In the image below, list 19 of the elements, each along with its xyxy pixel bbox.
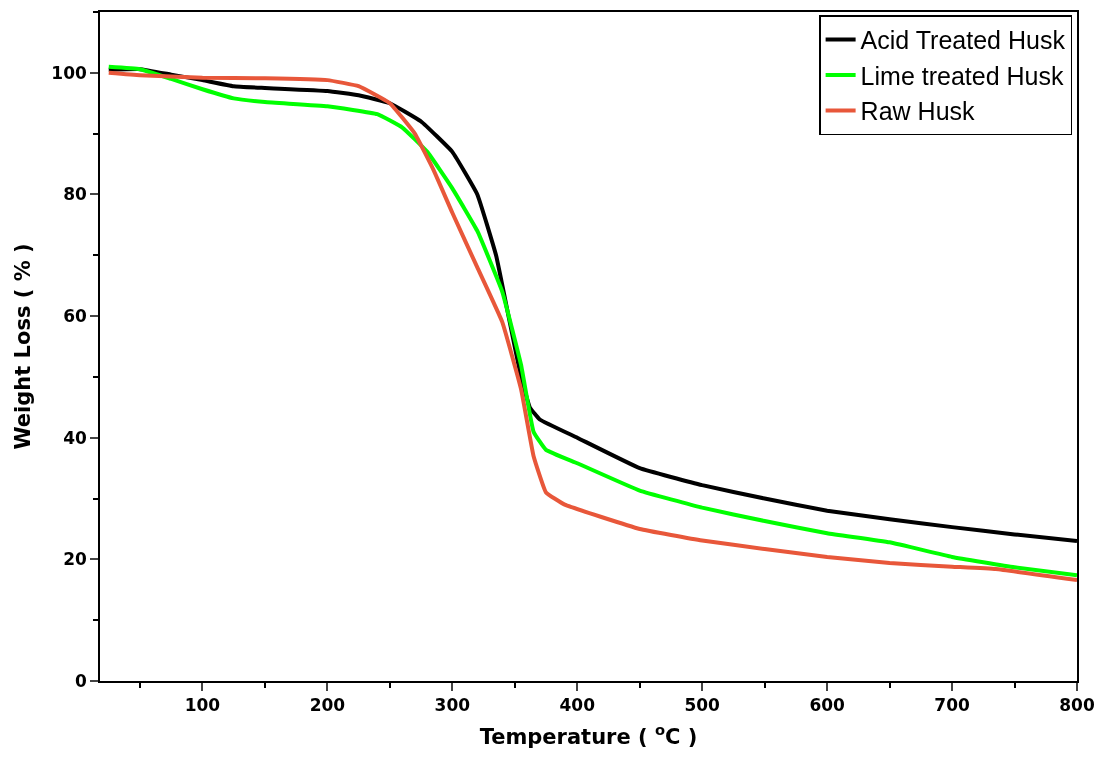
y-tick-label: 0	[75, 670, 88, 691]
x-tick-label: 300	[434, 695, 471, 716]
x-tick-label: 500	[684, 695, 721, 716]
y-tick-label: 100	[51, 62, 88, 83]
x-tick-label: 700	[934, 695, 970, 716]
y-tick-label: 60	[63, 306, 88, 327]
x-tick-label: 400	[559, 695, 596, 716]
legend-label: Acid Treated Husk	[860, 26, 1066, 55]
x-axis-title: Temperature ( $^{o}$C )	[479, 721, 698, 749]
y-tick-label: 40	[63, 427, 88, 448]
x-tick-label: 800	[1059, 695, 1095, 716]
x-tick-label: 200	[309, 695, 346, 716]
y-axis-title: Weight Loss ( % )	[11, 243, 35, 450]
legend-label: Lime treated Husk	[860, 61, 1064, 90]
x-tick-label: 600	[809, 695, 846, 716]
y-tick-label: 20	[63, 549, 88, 570]
x-tick-label: 100	[184, 695, 221, 716]
legend-label: Raw Husk	[860, 97, 976, 126]
y-tick-label: 80	[63, 184, 88, 205]
